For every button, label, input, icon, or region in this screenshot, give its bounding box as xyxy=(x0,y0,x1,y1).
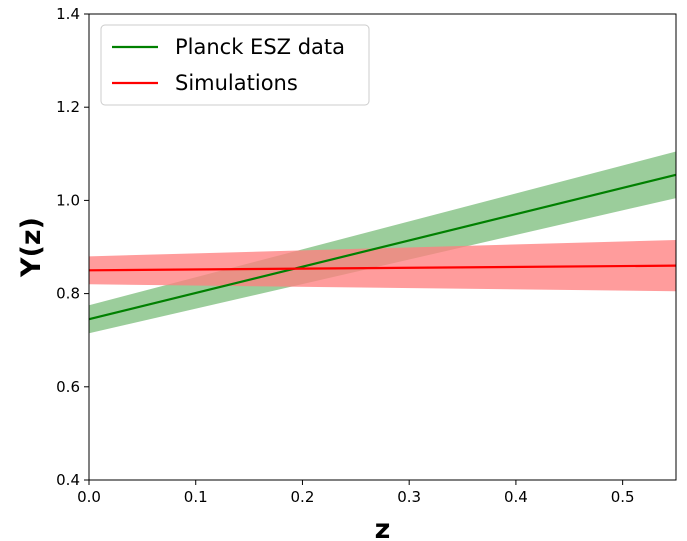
series-lines xyxy=(88,173,677,321)
confidence-bands xyxy=(89,151,676,334)
y-tick-label: 0.6 xyxy=(56,378,80,396)
x-tick-label: 0.3 xyxy=(397,488,421,506)
legend-label-1: Simulations xyxy=(175,71,298,95)
band-0 xyxy=(89,151,676,334)
y-tick-label: 1.4 xyxy=(56,5,80,23)
x-axis-ticks: 0.0 0.1 0.2 0.3 0.4 0.5 xyxy=(77,480,635,506)
series-line-0 xyxy=(88,173,677,321)
y-tick-label: 1.0 xyxy=(56,191,80,209)
y-tick-label: 0.4 xyxy=(56,471,80,489)
x-axis-label: z xyxy=(375,514,391,541)
legend: Planck ESZ data Simulations xyxy=(100,24,370,106)
legend-label-0: Planck ESZ data xyxy=(175,35,345,59)
x-tick-label: 0.2 xyxy=(291,488,315,506)
y-tick-label: 1.2 xyxy=(56,98,80,116)
series-line-1 xyxy=(88,264,677,272)
y-axis-ticks: 0.4 0.6 0.8 1.0 1.2 1.4 xyxy=(56,5,89,489)
x-tick-label: 0.1 xyxy=(184,488,208,506)
legend-box xyxy=(100,24,370,106)
plot-frame xyxy=(88,13,677,481)
x-tick-label: 0.5 xyxy=(611,488,635,506)
x-tick-label: 0.4 xyxy=(504,488,528,506)
band-1 xyxy=(89,240,676,292)
y-tick-label: 0.8 xyxy=(56,285,80,303)
x-tick-label: 0.0 xyxy=(77,488,101,506)
y-axis-label: Y(z) xyxy=(16,217,47,278)
